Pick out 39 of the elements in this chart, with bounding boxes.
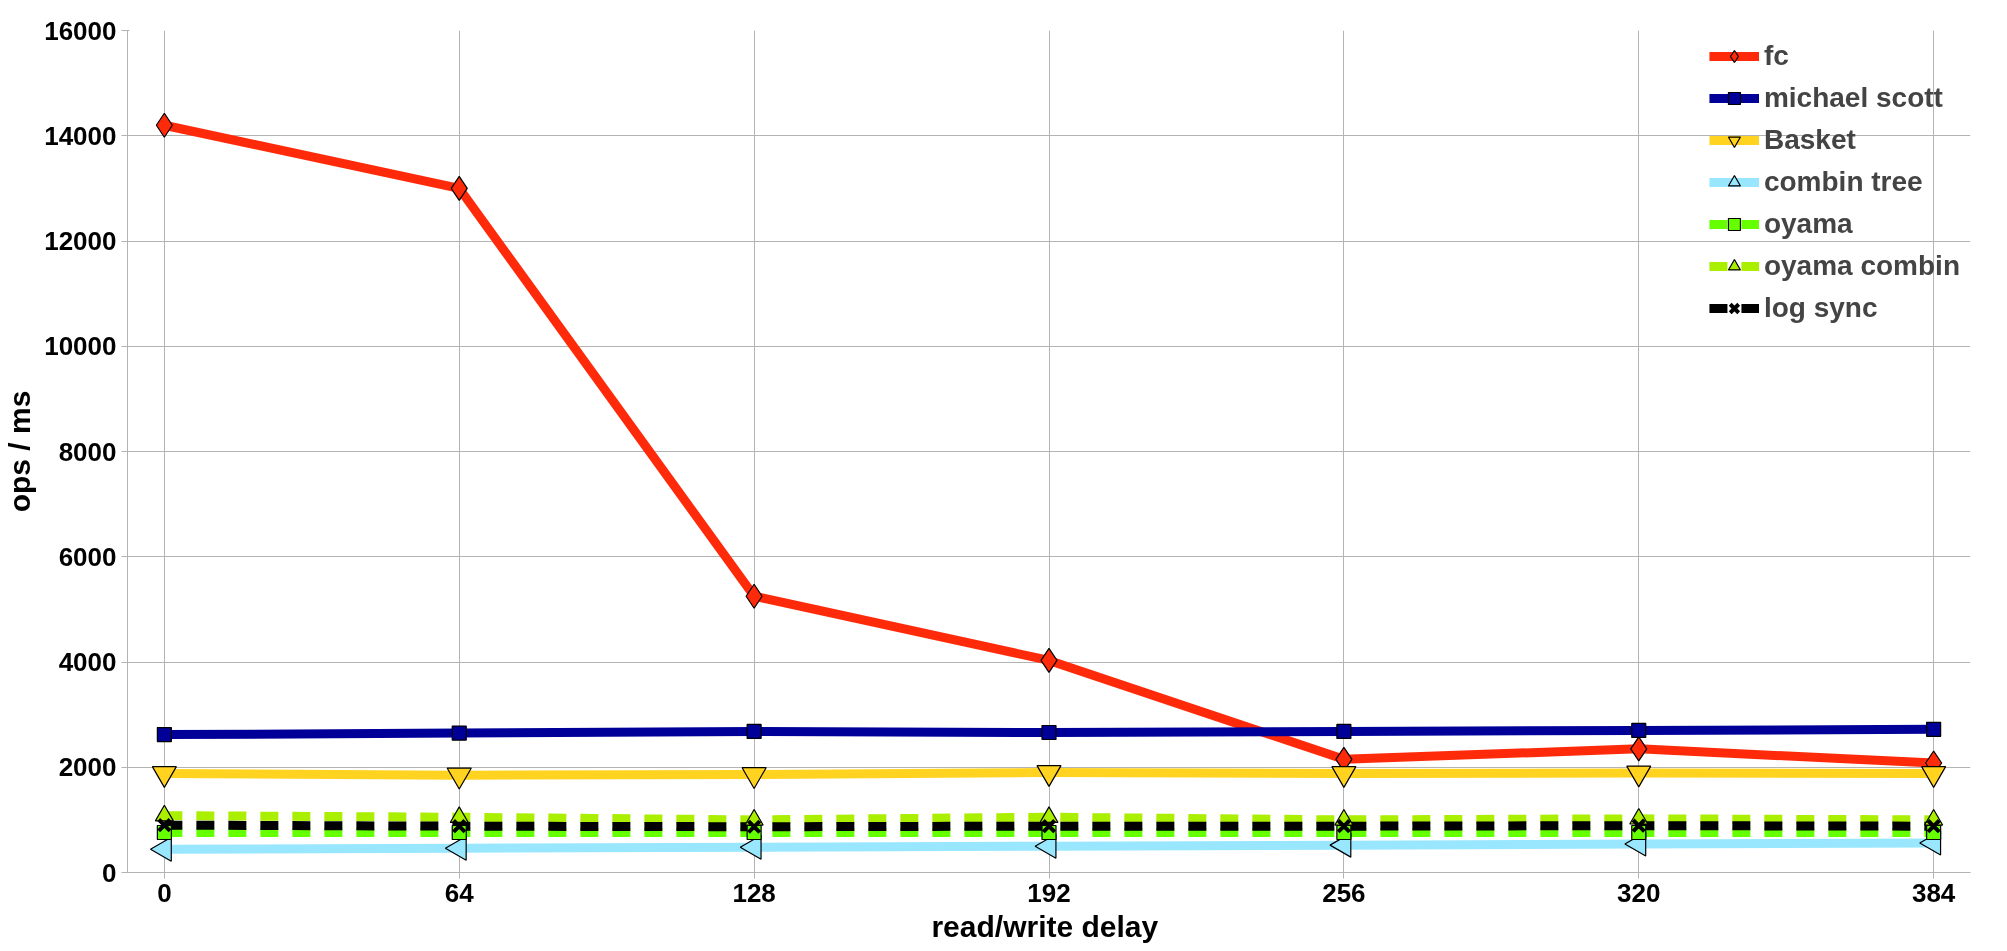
y-tick-label: 10000 bbox=[44, 331, 117, 362]
point bbox=[1925, 818, 1942, 834]
legend-label: Basket bbox=[1763, 124, 1856, 156]
legend-label: fc bbox=[1763, 40, 1789, 72]
point bbox=[451, 725, 467, 741]
legend-label: oyama bbox=[1763, 208, 1853, 240]
point bbox=[451, 818, 467, 834]
point bbox=[156, 817, 173, 833]
x-axis-title: read/write delay bbox=[931, 909, 1159, 943]
x-tick-label: 0 bbox=[157, 877, 172, 908]
point bbox=[746, 723, 762, 740]
x-tick-label: 320 bbox=[1617, 877, 1661, 908]
point bbox=[1041, 818, 1057, 834]
point bbox=[1926, 721, 1942, 737]
point bbox=[1336, 723, 1352, 740]
y-axis-title: ops / ms bbox=[3, 390, 37, 513]
y-tick-label: 8000 bbox=[58, 436, 117, 467]
y-tick-label: 4000 bbox=[58, 647, 117, 677]
legend-label: michael scott bbox=[1763, 82, 1943, 114]
x-tick-label: 192 bbox=[1027, 877, 1071, 908]
point bbox=[1631, 818, 1647, 834]
point bbox=[156, 727, 172, 743]
y-tick-label: 16000 bbox=[44, 15, 117, 46]
y-tick-label: 2000 bbox=[58, 752, 117, 783]
legend-label: log sync bbox=[1763, 292, 1878, 324]
point bbox=[1336, 818, 1352, 834]
x-tick-label: 128 bbox=[732, 877, 776, 908]
legend-label: combin tree bbox=[1763, 166, 1923, 198]
x-tick-label: 64 bbox=[444, 877, 475, 908]
y-tick-label: 6000 bbox=[58, 541, 117, 572]
point bbox=[1041, 724, 1057, 741]
point bbox=[1631, 722, 1647, 739]
y-tick-label: 12000 bbox=[44, 226, 117, 256]
x-tick-label: 384 bbox=[1911, 877, 1956, 908]
y-tick-label: 0 bbox=[102, 857, 117, 888]
point bbox=[746, 819, 762, 835]
y-tick-label: 14000 bbox=[44, 120, 117, 151]
legend-label: oyama combin bbox=[1763, 250, 1960, 282]
x-tick-label: 256 bbox=[1322, 877, 1366, 908]
